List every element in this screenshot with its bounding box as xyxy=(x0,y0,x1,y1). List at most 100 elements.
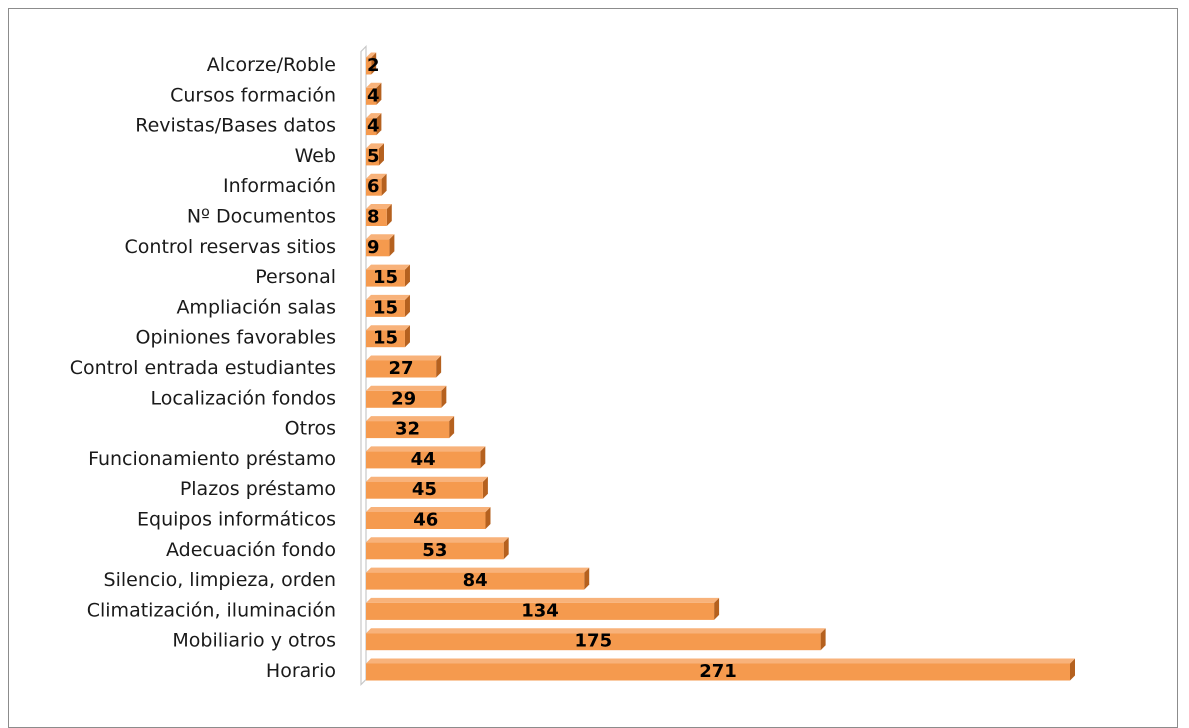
category-label: Control entrada estudiantes xyxy=(70,357,336,379)
value-label: 2 xyxy=(367,55,380,76)
value-label: 5 xyxy=(367,146,380,167)
bar-side-face xyxy=(378,143,384,166)
bar-top-face xyxy=(366,204,392,209)
value-label: 45 xyxy=(412,479,437,500)
bar-side-face xyxy=(449,416,455,439)
bar-side-face xyxy=(503,537,509,560)
bar xyxy=(366,542,504,560)
bar-side-face xyxy=(404,294,410,317)
category-label: Ampliación salas xyxy=(176,296,336,318)
bar xyxy=(366,663,1070,681)
bar xyxy=(366,148,379,166)
value-label: 29 xyxy=(391,388,416,409)
bar-top-face xyxy=(366,325,410,331)
value-label: 175 xyxy=(575,631,613,652)
value-label: 4 xyxy=(367,116,380,137)
value-label: 271 xyxy=(699,661,737,682)
bar-side-face xyxy=(1070,658,1075,681)
category-label: Horario xyxy=(266,660,336,682)
bar-side-face xyxy=(485,507,491,529)
value-label: 9 xyxy=(367,237,380,258)
bar-side-face xyxy=(404,325,410,348)
bar-side-face xyxy=(376,82,382,105)
bar xyxy=(366,421,450,439)
bar-top-face xyxy=(366,476,488,482)
category-label: Alcorze/Roble xyxy=(207,54,336,76)
bar-side-face xyxy=(389,234,395,257)
bar-top-face xyxy=(366,628,826,634)
value-label: 84 xyxy=(463,570,488,591)
bar xyxy=(366,269,405,287)
category-label: Personal xyxy=(255,266,336,288)
bar xyxy=(366,118,377,136)
bar-top-face xyxy=(366,597,720,603)
bar-side-face xyxy=(441,385,447,408)
bar-top-face xyxy=(366,537,509,543)
value-label: 46 xyxy=(413,510,438,531)
bar xyxy=(366,209,387,226)
category-label: Nº Documentos xyxy=(187,206,336,228)
bar xyxy=(366,330,405,348)
bar xyxy=(366,633,821,651)
category-label: Cursos formación xyxy=(170,84,336,106)
category-label: Información xyxy=(223,175,336,197)
bar xyxy=(366,57,372,75)
bar-top-face xyxy=(366,264,410,270)
bar-side-face xyxy=(482,476,488,499)
bar xyxy=(366,239,390,257)
bar xyxy=(366,481,483,499)
bar xyxy=(366,602,715,620)
bar-top-face xyxy=(366,52,377,58)
bar-side-face xyxy=(820,628,826,651)
bar-top-face xyxy=(366,143,384,149)
axis-wall xyxy=(360,45,367,686)
value-label: 15 xyxy=(373,328,398,349)
category-label: Adecuación fondo xyxy=(166,539,336,561)
value-label: 134 xyxy=(521,600,559,621)
category-labels: Alcorze/Roble Cursos formación Revistas/Ba… xyxy=(70,54,336,682)
bar xyxy=(366,360,437,378)
category-label: Mobiliario y otros xyxy=(172,630,336,652)
bar-top-face xyxy=(366,385,447,391)
bar xyxy=(366,299,405,317)
bar-top-face xyxy=(366,658,1075,664)
category-label: Revistas/Bases datos xyxy=(135,115,336,137)
bar xyxy=(366,512,486,529)
bar-side-face xyxy=(714,597,720,620)
value-label: 53 xyxy=(422,540,447,561)
bar xyxy=(366,451,481,469)
bar xyxy=(366,87,377,105)
category-label: Plazos préstamo xyxy=(180,478,336,500)
category-label: Web xyxy=(295,145,336,167)
bar-side-face xyxy=(386,204,392,226)
category-label: Control reservas sitios xyxy=(125,236,336,258)
bar xyxy=(366,390,442,408)
bar-side-face xyxy=(371,52,377,75)
bar-top-face xyxy=(366,507,491,512)
bar-top-face xyxy=(366,294,410,300)
bar-side-face xyxy=(584,567,590,590)
bar-side-face xyxy=(436,355,442,378)
bar-top-face xyxy=(366,234,395,240)
bar-side-face xyxy=(381,173,387,196)
category-label: Funcionamiento préstamo xyxy=(88,448,336,470)
bar-top-face xyxy=(366,446,486,452)
value-label: 15 xyxy=(373,267,398,288)
bar-top-face xyxy=(366,173,387,179)
category-label: Opiniones favorables xyxy=(136,327,337,349)
category-label: Otros xyxy=(285,418,336,440)
bar xyxy=(366,572,585,590)
value-label: 4 xyxy=(367,85,380,106)
bar-side-face xyxy=(480,446,486,469)
bar-side-face xyxy=(376,113,382,136)
axis-wall-face xyxy=(360,45,367,686)
bar-top-face xyxy=(366,355,442,361)
value-label: 32 xyxy=(395,419,420,440)
category-label: Localización fondos xyxy=(150,387,336,409)
bar-side-face xyxy=(404,264,410,287)
bar-top-face xyxy=(366,567,590,573)
bar-top-face xyxy=(366,416,455,422)
category-label: Silencio, limpieza, orden xyxy=(104,569,336,591)
